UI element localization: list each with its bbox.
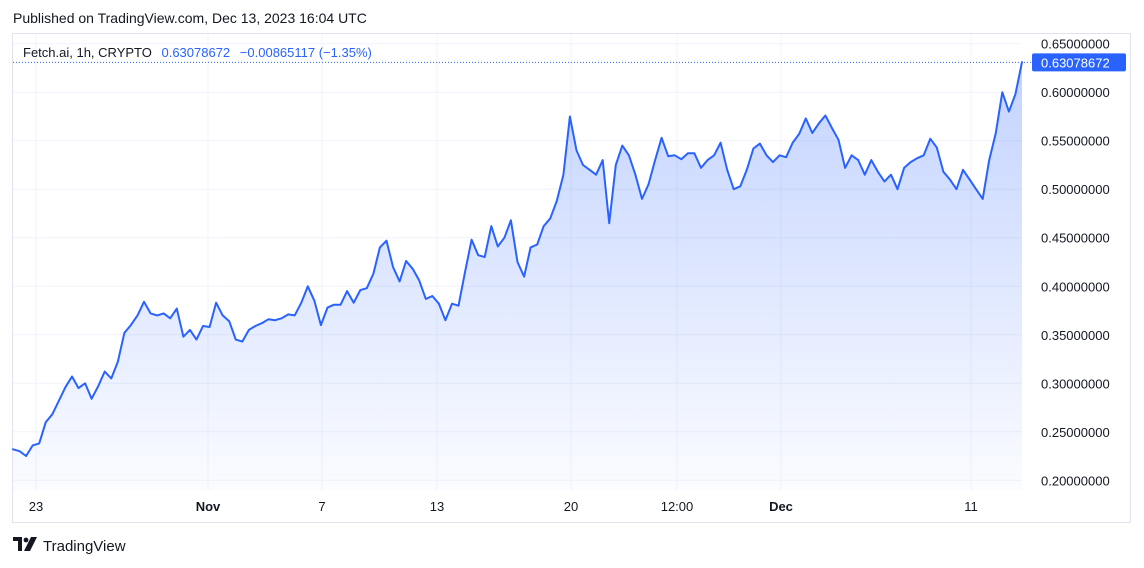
y-tick-label: 0.50000000	[1041, 182, 1110, 197]
price-axis[interactable]: 0.20000000 0.25000000 0.30000000 0.35000000…	[1041, 37, 1110, 489]
y-tick-label: 0.35000000	[1041, 328, 1110, 343]
x-tick-label: 20	[564, 499, 578, 514]
last-price-tag-label: 0.63078672	[1041, 55, 1110, 70]
x-tick-label: 23	[29, 499, 43, 514]
x-tick-label: Dec	[769, 499, 793, 514]
y-tick-label: 0.40000000	[1041, 279, 1110, 294]
y-tick-label: 0.60000000	[1041, 85, 1110, 100]
last-price-tag-bg	[1032, 53, 1126, 72]
time-axis[interactable]: 23 Nov 7 13 20 12:00 Dec 11	[29, 499, 978, 514]
legend-last-price: 0.63078672	[161, 45, 231, 60]
y-tick-label: 0.25000000	[1041, 425, 1110, 440]
price-area	[13, 62, 1022, 490]
footer-brand: TradingView	[43, 537, 126, 555]
series-line	[12, 61, 1023, 457]
y-tick-label: 0.65000000	[1041, 37, 1110, 52]
y-tick-label: 0.45000000	[1041, 231, 1110, 246]
y-tick-label: 0.30000000	[1041, 376, 1110, 391]
x-tick-label: 12:00	[661, 499, 694, 514]
chart-legend: Fetch.ai, 1h, CRYPTO 0.63078672 −0.00865…	[23, 45, 372, 60]
y-tick-label: 0.20000000	[1041, 473, 1110, 488]
x-tick-label: 7	[318, 499, 325, 514]
tradingview-logo-icon	[13, 537, 39, 555]
x-tick-label: Nov	[196, 499, 221, 514]
price-line	[12, 61, 1023, 457]
tradingview-footer[interactable]: TradingView	[13, 537, 126, 555]
last-price-tag: 0.63078672	[13, 53, 1126, 72]
legend-symbol: Fetch.ai, 1h, CRYPTO	[23, 45, 152, 60]
y-tick-label: 0.55000000	[1041, 134, 1110, 149]
x-tick-label: 13	[430, 499, 444, 514]
chart-frame	[12, 33, 1131, 523]
published-header: Published on TradingView.com, Dec 13, 20…	[13, 10, 367, 26]
area-fill	[13, 62, 1022, 490]
legend-change: −0.00865117 (−1.35%)	[239, 45, 372, 60]
x-tick-label: 11	[964, 499, 978, 514]
